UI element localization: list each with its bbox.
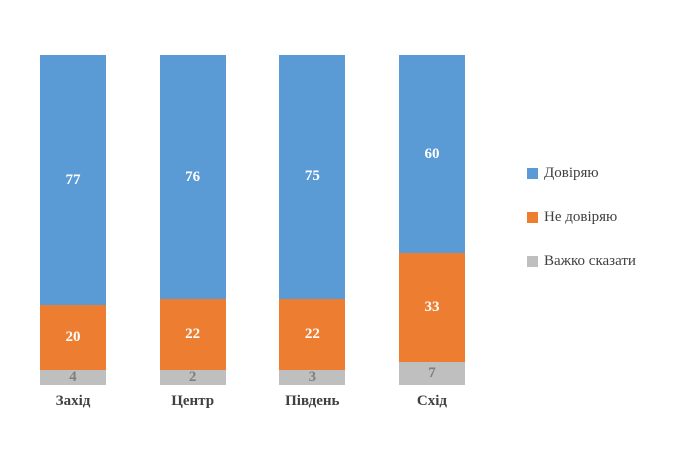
bar-segment: 22 bbox=[159, 299, 226, 370]
category-label: Південь bbox=[285, 393, 340, 409]
value-label: 20 bbox=[65, 329, 81, 346]
bar-segment: 60 bbox=[398, 55, 465, 253]
stacked-bar: 76 22 2 bbox=[159, 55, 226, 385]
value-label: 2 bbox=[188, 369, 197, 385]
bar-segment: 2 bbox=[159, 369, 226, 385]
legend-swatch-icon bbox=[527, 168, 538, 179]
bar-segment: 20 bbox=[40, 305, 106, 370]
bar-column: 77 20 4 Захід bbox=[40, 55, 106, 410]
bar-column: 60 33 7 Схід bbox=[398, 55, 465, 410]
value-label: 22 bbox=[304, 325, 320, 342]
bar-column: 76 22 2 Центр bbox=[159, 55, 226, 410]
value-label: 22 bbox=[185, 326, 201, 343]
bar-segment: 75 bbox=[279, 55, 346, 299]
value-label: 4 bbox=[69, 369, 77, 385]
legend-item: Довіряю bbox=[527, 165, 636, 182]
bar-column: 75 22 3 Південь bbox=[279, 55, 346, 410]
value-label: 77 bbox=[65, 171, 81, 188]
stacked-bar: 75 22 3 bbox=[279, 55, 346, 385]
legend-swatch-icon bbox=[527, 212, 538, 223]
value-label: 60 bbox=[424, 145, 440, 162]
stacked-bar: 77 20 4 bbox=[40, 55, 106, 385]
bar-segment: 76 bbox=[159, 55, 226, 300]
value-label: 76 bbox=[185, 168, 201, 185]
category-label: Схід bbox=[416, 393, 448, 409]
plot-area: 77 20 4 Захід 76 22 2 Центр 75 22 3 Південь 60 33 7 Схі… bbox=[40, 55, 465, 415]
value-label: 7 bbox=[428, 364, 436, 381]
legend-swatch-icon bbox=[527, 256, 538, 267]
legend-label: Важко сказати bbox=[544, 253, 636, 269]
bar-segment: 4 bbox=[40, 370, 106, 385]
legend-label: Не довіряю bbox=[544, 209, 618, 225]
bar-segment: 3 bbox=[279, 369, 346, 385]
legend-item: Важко сказати bbox=[527, 253, 636, 270]
category-label: Центр bbox=[171, 393, 215, 409]
category-label: Захід bbox=[55, 393, 91, 409]
bar-segment: 33 bbox=[398, 253, 465, 362]
value-label: 75 bbox=[304, 168, 320, 185]
legend-item: Не довіряю bbox=[527, 209, 636, 226]
bar-segment: 22 bbox=[279, 298, 346, 370]
bar-segment: 7 bbox=[398, 361, 465, 385]
stacked-bar: 60 33 7 bbox=[398, 55, 465, 385]
value-label: 3 bbox=[308, 369, 317, 385]
value-label: 33 bbox=[424, 298, 440, 315]
legend-label: Довіряю bbox=[544, 165, 599, 181]
bar-segment: 77 bbox=[40, 55, 106, 306]
legend: Довіряю Не довіряю Важко сказати bbox=[527, 165, 636, 270]
